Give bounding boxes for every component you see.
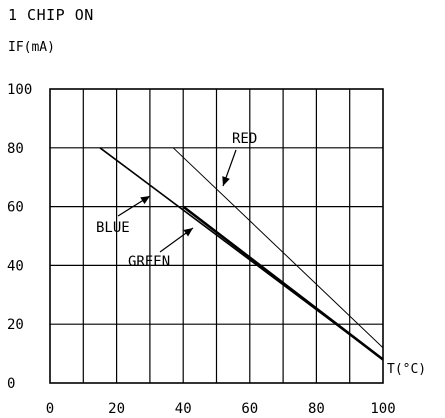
annotation-label-green: GREEN [128, 254, 170, 270]
series-line-red [172, 147, 384, 349]
annotation-arrowhead-red [222, 176, 230, 186]
x-tick-label: 60 [241, 401, 258, 417]
y-tick-label: 80 [7, 141, 24, 157]
chart-title: 1 CHIP ON [8, 6, 94, 24]
x-tick-label: 80 [308, 401, 325, 417]
y-tick-label: 100 [7, 82, 32, 98]
series-line-green [182, 205, 384, 361]
x-axis-label: T(°C) [387, 362, 426, 377]
annotation-label-blue: BLUE [96, 220, 130, 236]
y-tick-label: 60 [7, 200, 24, 216]
x-tick-label: 100 [370, 401, 395, 417]
annotation-label-red: RED [232, 131, 257, 147]
y-axis-label: IF(mA) [8, 40, 55, 55]
annotation-arrowhead-green [183, 228, 193, 237]
y-tick-label: 0 [7, 376, 15, 392]
y-tick-label: 40 [7, 258, 24, 274]
plot-frame [49, 88, 384, 384]
x-tick-label: 0 [46, 401, 54, 417]
x-tick-label: 40 [175, 401, 192, 417]
y-tick-label: 20 [7, 317, 24, 333]
x-tick-label: 20 [108, 401, 125, 417]
annotation-arrowhead-blue [140, 196, 150, 205]
